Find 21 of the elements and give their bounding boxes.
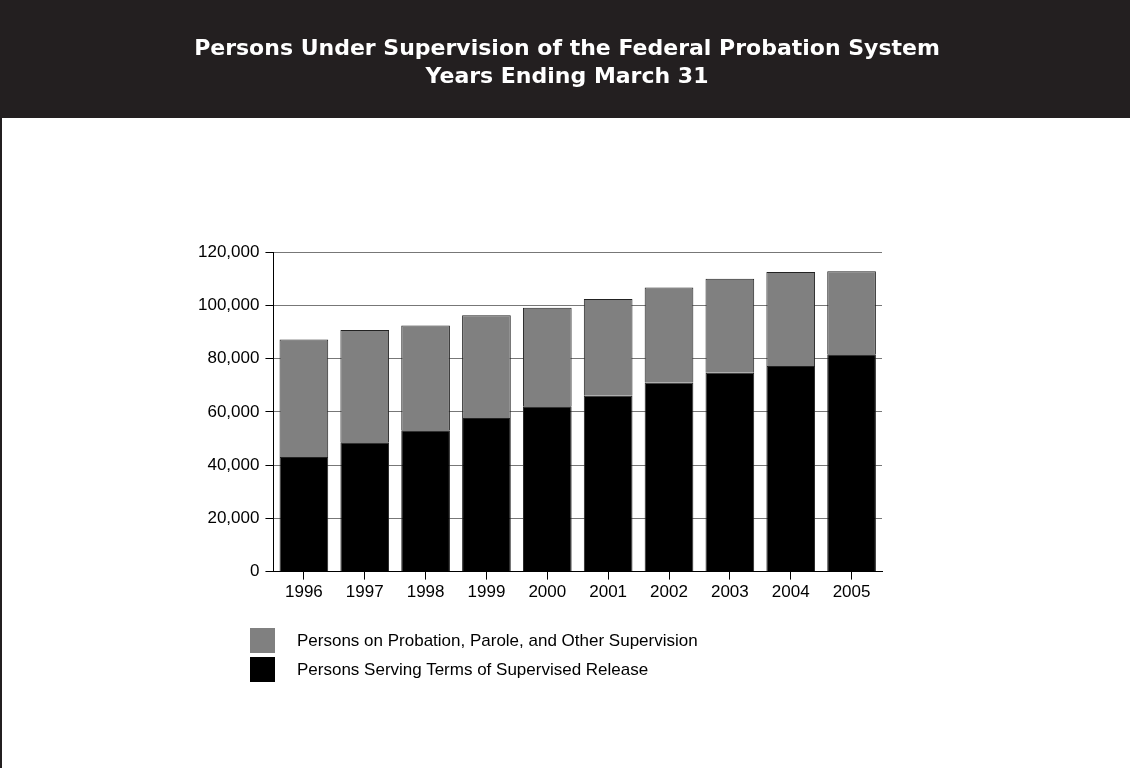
x-tick-label: 2002 xyxy=(650,582,688,602)
x-tick-label: 2001 xyxy=(589,582,628,602)
x-tick-label: 2000 xyxy=(528,582,567,602)
y-tick-label: 20,000 xyxy=(207,508,260,528)
x-tick-label: 2003 xyxy=(710,582,749,602)
x-tick-label: 2005 xyxy=(832,582,871,602)
legend-label: Persons Serving Terms of Supervised Release xyxy=(297,659,649,680)
x-tick-label: 1996 xyxy=(284,582,323,602)
x-tick-label: 2004 xyxy=(771,582,810,602)
x-tick-label: 1998 xyxy=(406,582,445,602)
y-tick-label: 120,000 xyxy=(198,241,260,261)
x-tick-label: 1997 xyxy=(345,582,384,602)
y-tick-label: 100,000 xyxy=(198,295,260,315)
x-tick-label: 1999 xyxy=(467,582,506,602)
legend-label: Persons on Probation, Parole, and Other Supervision xyxy=(297,630,698,651)
chart-subtitle: Years Ending March 31 xyxy=(424,62,710,90)
y-tick-label: 40,000 xyxy=(207,454,260,474)
y-tick-label: 0 xyxy=(249,561,260,581)
chart-title: Persons Under Supervision of the Federal Probation System xyxy=(193,34,941,62)
y-tick-label: 80,000 xyxy=(207,348,260,368)
y-tick-label: 60,000 xyxy=(207,401,260,421)
